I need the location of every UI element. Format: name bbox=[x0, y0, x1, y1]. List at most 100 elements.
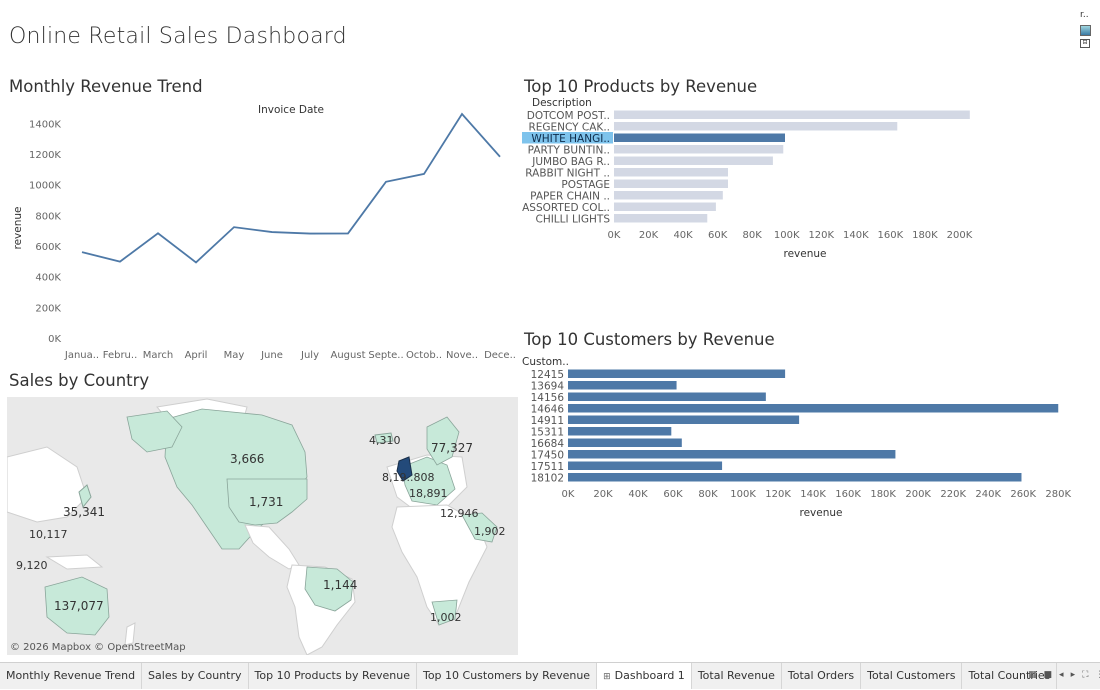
bar-category-label[interactable]: 14646 bbox=[531, 403, 565, 415]
japan-land[interactable] bbox=[78, 484, 92, 509]
revenue-bar[interactable] bbox=[568, 461, 723, 471]
bar-category-label[interactable]: 14156 bbox=[531, 392, 565, 404]
revenue-data-point[interactable] bbox=[306, 230, 314, 238]
revenue-bar[interactable] bbox=[568, 415, 800, 425]
expand-icon[interactable]: ⋮ bbox=[1095, 670, 1100, 680]
revenue-data-point[interactable] bbox=[154, 229, 162, 237]
revenue-data-point[interactable] bbox=[382, 178, 390, 186]
tab-total-countries[interactable]: Total Countries bbox=[962, 663, 1058, 689]
bar-x-axis-title: revenue bbox=[800, 507, 843, 519]
bar-x-tick-label: 20K bbox=[593, 489, 613, 500]
tab-top-10-customers[interactable]: Top 10 Customers by Revenue bbox=[417, 663, 598, 689]
revenue-bar[interactable] bbox=[614, 156, 773, 166]
tab-total-orders[interactable]: Total Orders bbox=[782, 663, 862, 689]
bar-x-tick-label: 120K bbox=[765, 489, 791, 500]
revenue-data-point[interactable] bbox=[230, 223, 238, 231]
revenue-bar[interactable] bbox=[614, 110, 970, 120]
bar-category-label[interactable]: 12415 bbox=[531, 369, 564, 381]
dashboard-title: Online Retail Sales Dashboard bbox=[9, 24, 347, 49]
middle-east-land[interactable] bbox=[461, 512, 498, 543]
map-label-asia-2: 9,120 bbox=[16, 559, 48, 572]
line-chart-title: Monthly Revenue Trend bbox=[9, 77, 203, 96]
line-x-tick-label: Dece.. bbox=[484, 350, 516, 361]
revenue-data-point[interactable] bbox=[458, 110, 466, 118]
revenue-bar[interactable] bbox=[568, 392, 766, 402]
alaska-land[interactable] bbox=[126, 410, 183, 453]
revenue-data-point[interactable] bbox=[420, 170, 428, 178]
scandinavia-land[interactable] bbox=[426, 416, 460, 466]
revenue-bar[interactable] bbox=[568, 438, 682, 448]
bar-category-label[interactable]: 17450 bbox=[531, 449, 564, 461]
bar-category-label[interactable]: WHITE HANGI.. bbox=[531, 133, 610, 145]
fit-icon[interactable]: ⛶ bbox=[1082, 670, 1089, 680]
revenue-data-point[interactable] bbox=[344, 229, 352, 237]
bar-x-tick-label: 200K bbox=[947, 230, 973, 241]
bar-category-label[interactable]: JUMBO BAG R.. bbox=[531, 156, 610, 168]
revenue-bar[interactable] bbox=[614, 202, 716, 212]
monthly-revenue-line-chart[interactable]: Invoice Date revenue 0K 200K 400K 600K 800K 100… bbox=[0, 98, 516, 370]
south-africa-land[interactable] bbox=[431, 599, 458, 626]
usa-land[interactable] bbox=[226, 478, 308, 526]
prev-sheet-icon[interactable]: ◂ bbox=[1059, 670, 1064, 680]
revenue-bar[interactable] bbox=[568, 473, 1022, 482]
bar-category-label[interactable]: ASSORTED COL.. bbox=[522, 202, 610, 214]
grid-view-icon[interactable]: ▦ bbox=[1028, 670, 1037, 680]
tab-total-revenue[interactable]: Total Revenue bbox=[692, 663, 782, 689]
uk-land[interactable] bbox=[396, 456, 413, 482]
bar-category-label[interactable]: CHILLI LIGHTS bbox=[535, 213, 610, 225]
iceland-land[interactable] bbox=[374, 432, 394, 444]
europe-sales-land[interactable] bbox=[401, 456, 456, 506]
bar-x-tick-label: 240K bbox=[975, 489, 1001, 500]
revenue-bar[interactable] bbox=[614, 145, 784, 154]
revenue-series-line[interactable] bbox=[81, 112, 501, 264]
revenue-data-point[interactable] bbox=[268, 228, 276, 236]
brazil-land[interactable] bbox=[304, 566, 354, 612]
revenue-bar[interactable] bbox=[568, 404, 1059, 413]
tab-top-10-products[interactable]: Top 10 Products by Revenue bbox=[249, 663, 417, 689]
world-map[interactable] bbox=[7, 397, 518, 655]
bar-category-label[interactable]: 15311 bbox=[531, 426, 564, 438]
tab-controls: ▦ ■ ◂ ▸ ⛶ ⋮ bbox=[1028, 670, 1100, 680]
revenue-bar[interactable] bbox=[568, 381, 677, 390]
bar-category-label[interactable]: 16684 bbox=[531, 438, 565, 450]
tab-monthly-revenue-trend[interactable]: Monthly Revenue Trend bbox=[0, 663, 143, 689]
sales-by-country-map[interactable]: 3,666 1,731 35,341 10,117 9,120 137,077 … bbox=[7, 397, 518, 655]
color-legend[interactable]: r.. ⊟ bbox=[1080, 10, 1094, 48]
revenue-bar[interactable] bbox=[614, 168, 728, 177]
next-sheet-icon[interactable]: ▸ bbox=[1070, 670, 1076, 680]
tab-total-customers[interactable]: Total Customers bbox=[861, 663, 963, 689]
australia-land[interactable] bbox=[44, 576, 110, 636]
bar-category-label[interactable]: 14911 bbox=[531, 415, 564, 427]
revenue-data-point[interactable] bbox=[496, 153, 504, 161]
revenue-bar[interactable] bbox=[614, 191, 723, 200]
bar-category-label[interactable]: 13694 bbox=[531, 380, 565, 392]
bar-category-label[interactable]: 17511 bbox=[531, 461, 564, 473]
line-x-tick-label: Febru.. bbox=[103, 350, 138, 361]
revenue-data-point[interactable] bbox=[116, 258, 124, 266]
revenue-bar[interactable] bbox=[614, 179, 728, 189]
legend-filter-icon[interactable]: ⊟ bbox=[1080, 39, 1090, 48]
revenue-bar[interactable] bbox=[614, 133, 785, 143]
bar-category-label[interactable]: RABBIT NIGHT .. bbox=[525, 167, 610, 179]
revenue-bar[interactable] bbox=[568, 427, 672, 436]
bar-category-label[interactable]: PAPER CHAIN .. bbox=[530, 190, 610, 202]
tab-sales-by-country[interactable]: Sales by Country bbox=[142, 663, 249, 689]
line-y-tick-label: 1200K bbox=[29, 150, 61, 161]
revenue-data-point[interactable] bbox=[78, 248, 86, 256]
revenue-bar[interactable] bbox=[568, 450, 896, 459]
bar-category-label[interactable]: PARTY BUNTIN.. bbox=[528, 144, 610, 156]
bar-category-label[interactable]: 18102 bbox=[531, 472, 564, 484]
revenue-data-point[interactable] bbox=[192, 258, 200, 266]
bar-category-label[interactable]: REGENCY CAK.. bbox=[528, 121, 610, 133]
revenue-bar[interactable] bbox=[614, 214, 708, 223]
revenue-bar[interactable] bbox=[614, 122, 898, 131]
map-label-middle-east: 1,902 bbox=[474, 525, 506, 538]
top-customers-bar-chart[interactable]: Custom..12415136941415614646149111531116… bbox=[516, 352, 1100, 522]
tab-dashboard-1[interactable]: ⊞ Dashboard 1 bbox=[597, 663, 692, 689]
filmstrip-icon[interactable]: ■ bbox=[1043, 670, 1053, 680]
bar-category-label[interactable]: DOTCOM POST.. bbox=[527, 110, 610, 122]
bar-x-tick-label: 0K bbox=[608, 230, 621, 241]
bar-category-label[interactable]: POSTAGE bbox=[561, 179, 610, 191]
revenue-bar[interactable] bbox=[568, 369, 786, 379]
